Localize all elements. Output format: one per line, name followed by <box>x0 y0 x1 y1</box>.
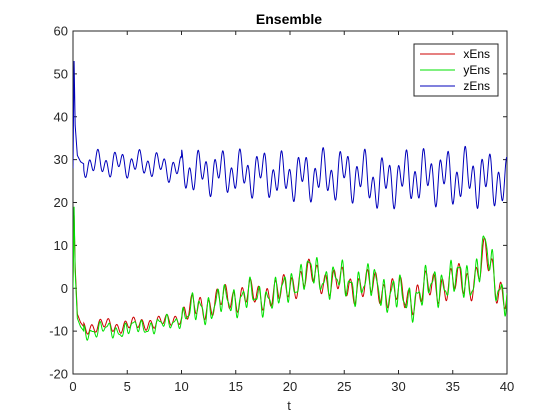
x-tick-label: 10 <box>174 379 188 394</box>
legend-label-yens: yEns <box>463 63 490 77</box>
x-tick-label: 15 <box>229 379 243 394</box>
y-tick-label: 40 <box>54 109 68 124</box>
x-axis-ticks: 0 5 10 15 20 25 30 35 40 <box>69 31 514 394</box>
y-tick-label: -10 <box>49 324 68 339</box>
y-tick-label: 50 <box>54 66 68 81</box>
legend-entry-xens: xEns <box>420 47 490 61</box>
legend-entry-yens: yEns <box>420 63 490 77</box>
y-tick-label: 30 <box>54 152 68 167</box>
x-tick-label: 5 <box>124 379 131 394</box>
legend: xEns yEns zEns <box>413 43 499 97</box>
legend-entry-zens: zEns <box>420 79 490 93</box>
legend-label-xens: xEns <box>463 47 490 61</box>
series-line-zens <box>73 61 507 210</box>
y-tick-label: 0 <box>61 281 68 296</box>
y-tick-label: 60 <box>54 24 68 39</box>
y-axis-ticks: -20 -10 0 10 20 30 40 50 60 <box>49 24 507 382</box>
legend-label-zens: zEns <box>463 79 490 93</box>
x-tick-label: 0 <box>69 379 76 394</box>
x-tick-label: 25 <box>337 379 351 394</box>
series-layer <box>73 61 507 341</box>
x-tick-label: 20 <box>283 379 297 394</box>
series-line-yens <box>73 206 507 341</box>
y-tick-label: 20 <box>54 195 68 210</box>
chart-title: Ensemble <box>256 11 322 27</box>
x-tick-label: 30 <box>391 379 405 394</box>
y-tick-label: 10 <box>54 238 68 253</box>
y-tick-label: -20 <box>49 367 68 382</box>
x-tick-label: 35 <box>446 379 460 394</box>
x-tick-label: 40 <box>500 379 514 394</box>
x-axis-label: t <box>287 398 291 413</box>
